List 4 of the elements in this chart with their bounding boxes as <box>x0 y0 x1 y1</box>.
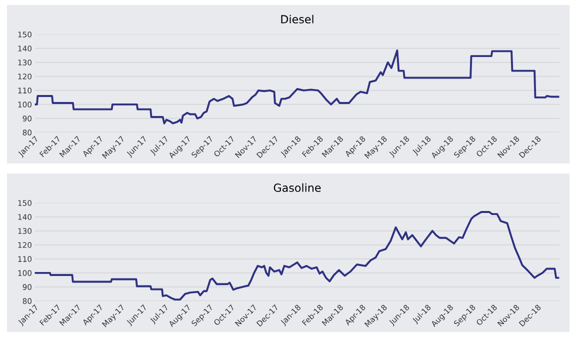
line-series <box>34 211 560 301</box>
chart-title: Diesel <box>281 14 314 24</box>
line-series <box>34 50 560 124</box>
chart-title: Gasoline <box>274 183 321 192</box>
